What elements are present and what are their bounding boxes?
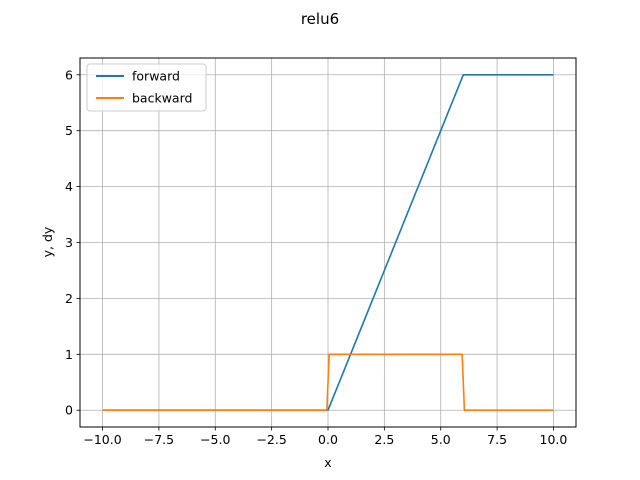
series-layer: [102, 73, 554, 412]
x-axis: −10.0 −7.5 −5.0 −2.5 0.0 2.5 5.0 7.5 10.0: [83, 427, 567, 447]
x-tick-label: −10.0: [83, 432, 121, 447]
y-axis: 0 1 2 3 4 5 6: [65, 67, 80, 418]
legend-label-backward: backward: [132, 91, 192, 106]
x-axis-label: x: [324, 455, 331, 470]
y-tick-label: 5: [65, 123, 73, 138]
y-tick-label: 6: [65, 67, 73, 82]
x-tick-label: 0.0: [318, 432, 338, 447]
x-tick-label: −5.0: [200, 432, 230, 447]
x-tick-label: −7.5: [144, 432, 174, 447]
y-tick-label: 0: [65, 403, 73, 418]
y-tick-label: 2: [65, 291, 73, 306]
y-tick-label: 3: [65, 235, 73, 250]
chart-title: relu6: [301, 10, 339, 28]
legend-label-forward: forward: [132, 69, 180, 84]
y-axis-label: y, dy: [40, 226, 55, 257]
x-tick-label: −2.5: [256, 432, 286, 447]
grid: [80, 58, 576, 427]
legend: forward backward: [86, 63, 207, 112]
y-tick-label: 1: [65, 347, 73, 362]
x-tick-label: 2.5: [374, 432, 394, 447]
series-line-backward: [102, 353, 554, 412]
x-tick-label: 7.5: [487, 432, 507, 447]
y-tick-label: 4: [65, 179, 73, 194]
x-tick-label: 10.0: [540, 432, 568, 447]
x-tick-label: 5.0: [431, 432, 451, 447]
